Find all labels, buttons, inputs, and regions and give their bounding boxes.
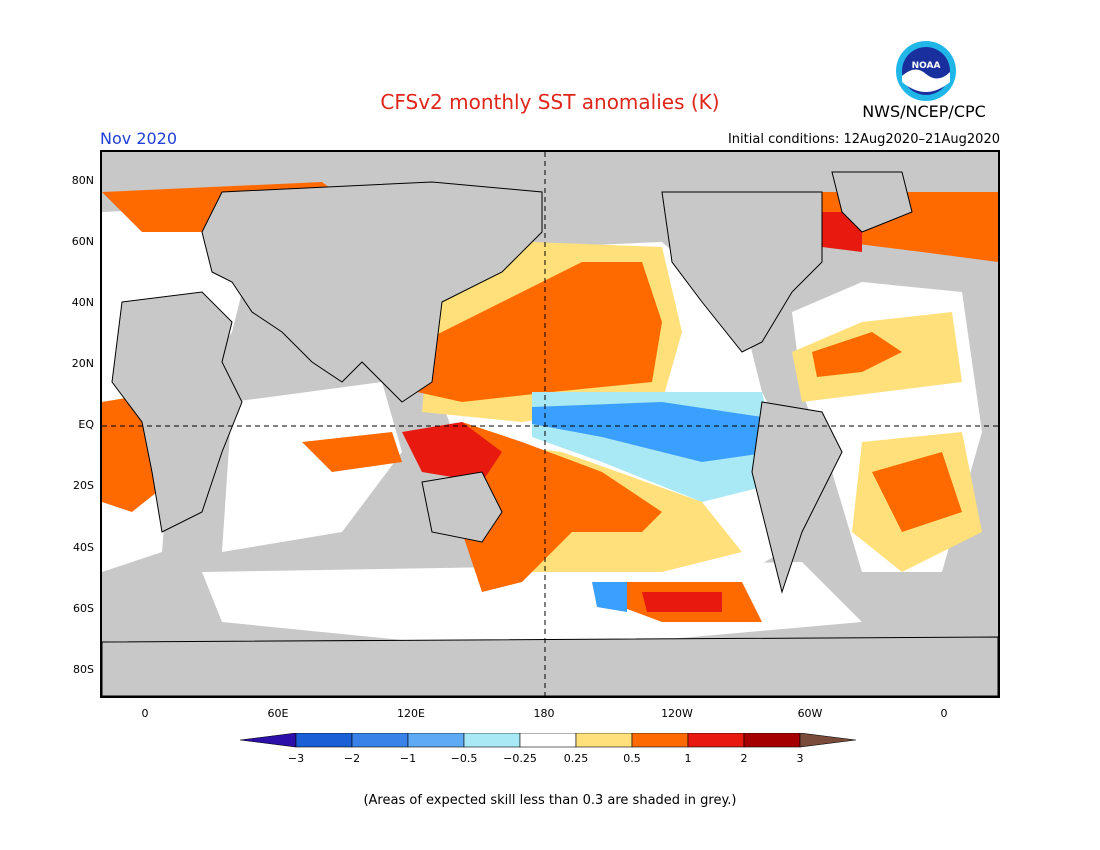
colorbar-tick-label: 3 xyxy=(796,752,804,765)
colorbar-tick-label: −0.5 xyxy=(450,752,478,765)
noaa-logo: NOAA xyxy=(896,41,956,101)
north-america xyxy=(661,191,823,353)
colorbar-tick-label: 1 xyxy=(684,752,692,765)
lat-label: 40N xyxy=(71,296,94,309)
sst-anomaly-map xyxy=(100,150,1000,698)
colorbar-end-high xyxy=(799,733,857,748)
colorbar-tick-label: 0.5 xyxy=(623,752,641,765)
antarctica xyxy=(102,636,998,696)
lon-label: 120E xyxy=(397,707,425,720)
agency-label: NWS/NCEP/CPC xyxy=(862,102,986,121)
colorbar-tick-label: −0.25 xyxy=(503,752,537,765)
skill-footnote: (Areas of expected skill less than 0.3 a… xyxy=(363,793,737,808)
south-pacific-warm-anomaly xyxy=(462,422,662,592)
south-america xyxy=(751,401,843,594)
colorbar-tick-label: −2 xyxy=(343,752,361,765)
colorbar-tick-label: 0.25 xyxy=(563,752,589,765)
lon-label: 180 xyxy=(533,707,555,720)
north-pacific-warm-anomaly xyxy=(417,262,662,402)
map-title: CFSv2 monthly SST anomalies (K) xyxy=(380,90,720,114)
color-scale-bar xyxy=(240,733,857,748)
lat-label: 80S xyxy=(73,663,94,676)
colorbar-segment xyxy=(463,733,521,748)
map-canvas xyxy=(102,152,998,696)
colorbar-segment xyxy=(743,733,801,748)
colorbar-tick-label: −1 xyxy=(399,752,417,765)
lon-label: 120W xyxy=(661,707,693,720)
forecast-month: Nov 2020 xyxy=(100,129,178,148)
lon-label: 60W xyxy=(797,707,823,720)
colorbar-end-low xyxy=(240,733,297,748)
greenland xyxy=(831,171,913,233)
land-masses xyxy=(102,171,998,696)
colorbar-segment xyxy=(631,733,689,748)
eurasia xyxy=(201,181,543,403)
colorbar-segment xyxy=(295,733,353,748)
australia xyxy=(421,471,503,543)
maritime-warm-anomaly xyxy=(402,422,502,482)
colorbar-segment xyxy=(519,733,577,748)
lat-label: 40S xyxy=(73,541,94,554)
southern-ocean-cold-anomaly xyxy=(592,582,627,612)
colorbar-segment xyxy=(575,733,633,748)
colorbar-segment xyxy=(351,733,409,748)
noaa-logo-text: NOAA xyxy=(912,61,941,71)
lat-label: 60N xyxy=(71,235,94,248)
colorbar-segment xyxy=(687,733,745,748)
lat-label: 20N xyxy=(71,357,94,370)
lat-label: 80N xyxy=(71,174,94,187)
africa xyxy=(111,291,243,533)
equatorial-pacific-cold-anomaly xyxy=(532,402,772,462)
lon-label: 60E xyxy=(267,707,289,720)
colorbar-segment xyxy=(407,733,465,748)
lon-label: 0 xyxy=(141,707,149,720)
lat-label: 20S xyxy=(73,479,94,492)
colorbar-tick-label: 2 xyxy=(740,752,748,765)
initial-conditions: Initial conditions: 12Aug2020–21Aug2020 xyxy=(727,132,1000,147)
lat-label: EQ xyxy=(78,418,94,431)
colorbar-tick-label: −3 xyxy=(287,752,305,765)
lat-label: 60S xyxy=(73,602,94,615)
lon-label: 0 xyxy=(940,707,948,720)
